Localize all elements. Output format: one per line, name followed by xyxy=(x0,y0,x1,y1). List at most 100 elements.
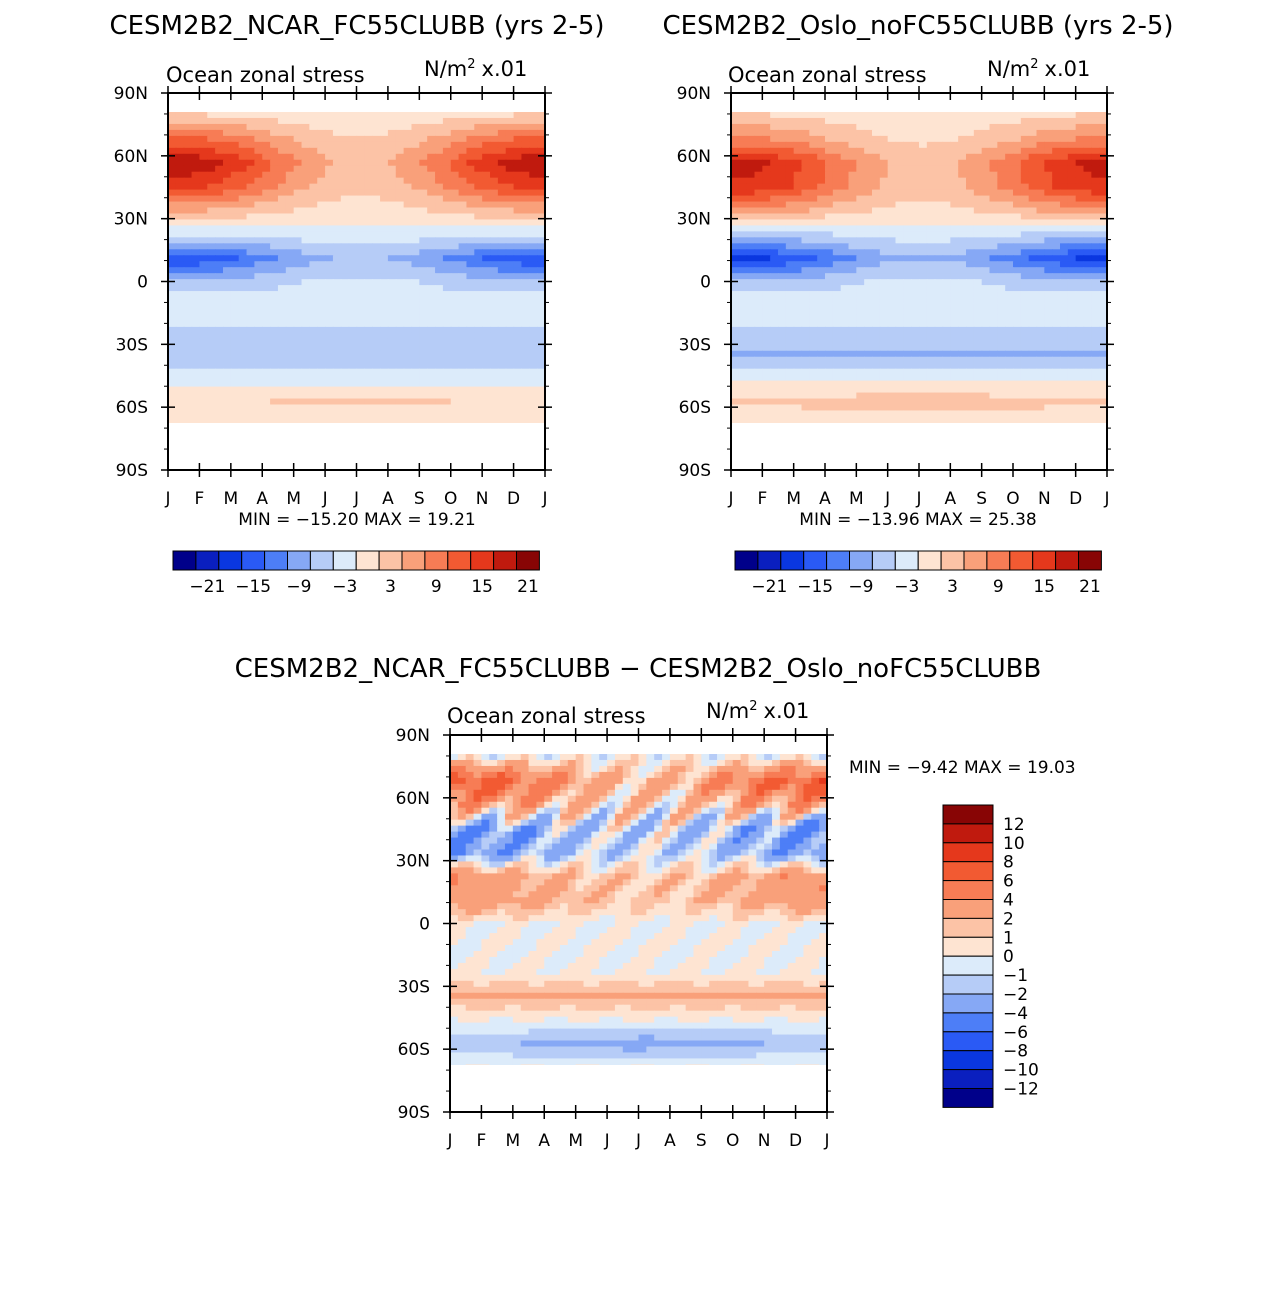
field-cell xyxy=(435,213,443,220)
field-cell xyxy=(958,124,966,131)
field-cell xyxy=(333,369,341,376)
field-cell xyxy=(294,375,302,382)
field-cell xyxy=(254,267,262,274)
field-cell xyxy=(888,333,896,340)
field-cell xyxy=(966,190,974,197)
field-cell xyxy=(192,291,200,298)
field-cell xyxy=(380,213,388,220)
field-cell xyxy=(880,351,888,358)
field-cell xyxy=(1060,291,1068,298)
field-cell xyxy=(215,399,223,406)
field-cell xyxy=(247,273,255,280)
field-cell xyxy=(817,273,825,280)
field-cell xyxy=(506,404,514,411)
field-cell xyxy=(1060,172,1068,179)
field-cell xyxy=(888,249,896,256)
field-cell xyxy=(317,208,325,215)
field-cell xyxy=(168,369,176,376)
field-cell xyxy=(755,225,763,232)
field-cell xyxy=(302,333,310,340)
field-cell xyxy=(1060,202,1068,209)
field-cell xyxy=(1021,196,1029,203)
field-cell xyxy=(1084,285,1092,292)
field-cell xyxy=(529,124,537,131)
field-cell xyxy=(482,363,490,370)
field-cell xyxy=(1076,202,1084,209)
field-cell xyxy=(294,237,302,244)
field-cell xyxy=(927,190,935,197)
field-cell xyxy=(262,136,270,143)
field-cell xyxy=(731,196,739,203)
field-cell xyxy=(380,351,388,358)
field-cell xyxy=(880,166,888,173)
field-cell xyxy=(498,297,506,304)
field-cell xyxy=(762,213,770,220)
field-cell xyxy=(935,160,943,167)
field-cell xyxy=(1021,154,1029,161)
field-cell xyxy=(529,327,537,334)
field-cell xyxy=(302,130,310,137)
field-cell xyxy=(325,369,333,376)
field-cell xyxy=(1060,351,1068,358)
field-cell xyxy=(770,333,778,340)
field-cell xyxy=(747,261,755,268)
field-cell xyxy=(482,202,490,209)
field-cell xyxy=(833,273,841,280)
field-cell xyxy=(1029,154,1037,161)
field-cell xyxy=(482,166,490,173)
field-cell xyxy=(333,148,341,155)
field-cell xyxy=(1037,243,1045,250)
field-cell xyxy=(490,154,498,161)
field-cell xyxy=(927,118,935,125)
field-cell xyxy=(927,249,935,256)
field-cell xyxy=(207,124,215,131)
field-cell xyxy=(490,339,498,346)
field-cell xyxy=(841,255,849,262)
field-cell xyxy=(825,148,833,155)
field-cell xyxy=(1060,285,1068,292)
field-cell xyxy=(372,404,380,411)
field-cell xyxy=(207,404,215,411)
field-cell xyxy=(404,178,412,185)
field-cell xyxy=(817,339,825,346)
field-cell xyxy=(482,225,490,232)
field-cell xyxy=(529,166,537,173)
field-cell xyxy=(1060,297,1068,304)
field-cell xyxy=(755,142,763,149)
field-cell xyxy=(357,309,365,316)
field-cell xyxy=(833,136,841,143)
field-cell xyxy=(309,231,317,238)
field-cell xyxy=(514,279,522,286)
field-cell xyxy=(864,285,872,292)
field-cell xyxy=(1037,184,1045,191)
field-cell xyxy=(1021,273,1029,280)
field-cell xyxy=(239,136,247,143)
field-cell xyxy=(411,124,419,131)
field-cell xyxy=(1044,333,1052,340)
field-cell xyxy=(739,249,747,256)
field-cell xyxy=(950,178,958,185)
field-cell xyxy=(411,231,419,238)
field-cell xyxy=(199,351,207,358)
field-cell xyxy=(1037,178,1045,185)
field-cell xyxy=(286,285,294,292)
field-cell xyxy=(419,321,427,328)
field-cell xyxy=(514,178,522,185)
field-cell xyxy=(849,285,857,292)
field-cell xyxy=(943,321,951,328)
field-cell xyxy=(514,309,522,316)
field-cell xyxy=(443,267,451,274)
field-cell xyxy=(880,285,888,292)
field-cell xyxy=(833,178,841,185)
field-cell xyxy=(506,249,514,256)
field-cell xyxy=(498,381,506,388)
field-cell xyxy=(286,243,294,250)
field-cell xyxy=(302,315,310,322)
field-cell xyxy=(435,225,443,232)
field-cell xyxy=(982,130,990,137)
field-cell xyxy=(1037,255,1045,262)
field-cell xyxy=(1037,112,1045,119)
field-cell xyxy=(498,273,506,280)
field-cell xyxy=(794,279,802,286)
field-cell xyxy=(770,219,778,226)
